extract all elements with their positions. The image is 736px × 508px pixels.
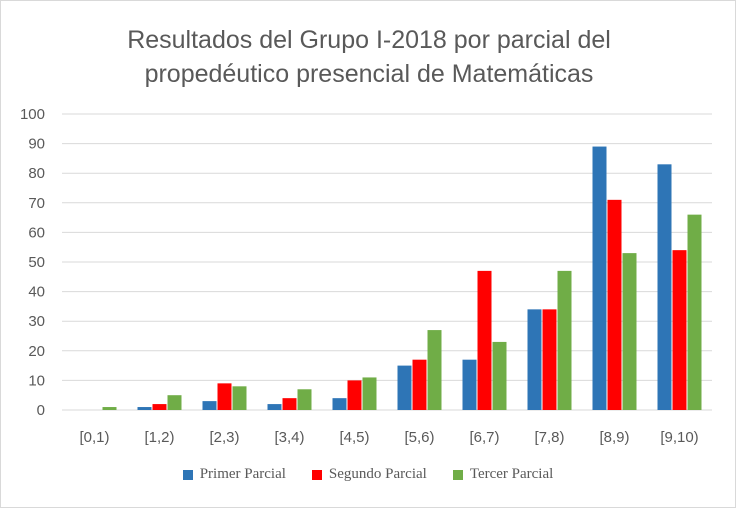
bar-primer-parcial: [592, 146, 607, 410]
bar-tercer-parcial: [102, 407, 117, 410]
bar-tercer-parcial: [557, 270, 572, 410]
y-tick-label: 30: [28, 313, 45, 330]
legend-label: Primer Parcial: [199, 466, 286, 482]
y-tick-label: 60: [28, 224, 45, 241]
bar-primer-parcial: [267, 404, 282, 410]
legend-item: Segundo Parcial: [311, 466, 427, 483]
bar-segundo-parcial: [477, 270, 492, 410]
x-tick-label: [2,3): [209, 429, 239, 446]
y-tick-label: 90: [28, 136, 45, 153]
bar-segundo-parcial: [217, 383, 232, 410]
x-tick-label: [4,5): [339, 429, 369, 446]
legend-swatch: [452, 469, 463, 480]
legend-swatch: [311, 469, 322, 480]
bar-primer-parcial: [527, 309, 542, 410]
y-tick-label: 100: [20, 106, 45, 123]
bar-segundo-parcial: [672, 250, 687, 410]
legend-item: Primer Parcial: [182, 466, 286, 483]
x-tick-label: [3,4): [274, 429, 304, 446]
x-tick-label: [8,9): [599, 429, 629, 446]
x-tick-label: [6,7): [469, 429, 499, 446]
x-tick-label: [5,6): [404, 429, 434, 446]
chart-title-line1: Resultados del Grupo I-2018 por parcial …: [127, 26, 611, 54]
bar-segundo-parcial: [152, 404, 167, 410]
legend-label: Tercer Parcial: [469, 466, 554, 482]
y-tick-label: 20: [28, 343, 45, 360]
bar-tercer-parcial: [167, 395, 182, 410]
y-tick-label: 0: [37, 402, 45, 419]
bar-segundo-parcial: [347, 380, 362, 410]
y-tick-label: 80: [28, 165, 45, 182]
x-tick-label: [1,2): [144, 429, 174, 446]
bar-primer-parcial: [462, 359, 477, 410]
bar-segundo-parcial: [607, 199, 622, 410]
bar-segundo-parcial: [412, 359, 427, 410]
bar-segundo-parcial: [282, 398, 297, 410]
legend-item: Tercer Parcial: [452, 466, 554, 483]
x-tick-label: [9,10): [660, 429, 698, 446]
y-tick-label: 10: [28, 372, 45, 389]
bar-tercer-parcial: [492, 341, 507, 410]
bar-segundo-parcial: [542, 309, 557, 410]
chart-title-line2: propedéutico presencial de Matemáticas: [144, 60, 594, 88]
y-tick-label: 50: [28, 254, 45, 271]
bar-tercer-parcial: [362, 377, 377, 410]
legend-swatch: [182, 469, 193, 480]
bar-primer-parcial: [397, 365, 412, 410]
x-tick-label: [7,8): [534, 429, 564, 446]
y-tick-label: 70: [28, 195, 45, 212]
x-tick-label: [0,1): [79, 429, 109, 446]
bar-tercer-parcial: [622, 253, 637, 410]
bar-tercer-parcial: [297, 389, 312, 410]
bar-tercer-parcial: [427, 330, 442, 410]
chart-legend: Primer Parcial Segundo Parcial Tercer Parc…: [0, 466, 736, 483]
chart-title: Resultados del Grupo I-2018 por parcial …: [1, 23, 736, 91]
bar-primer-parcial: [332, 398, 347, 410]
y-tick-label: 40: [28, 284, 45, 301]
bar-primer-parcial: [202, 401, 217, 410]
bar-tercer-parcial: [232, 386, 247, 410]
bar-primer-parcial: [137, 407, 152, 410]
bar-tercer-parcial: [687, 214, 702, 410]
bar-primer-parcial: [657, 164, 672, 410]
legend-label: Segundo Parcial: [328, 466, 427, 482]
